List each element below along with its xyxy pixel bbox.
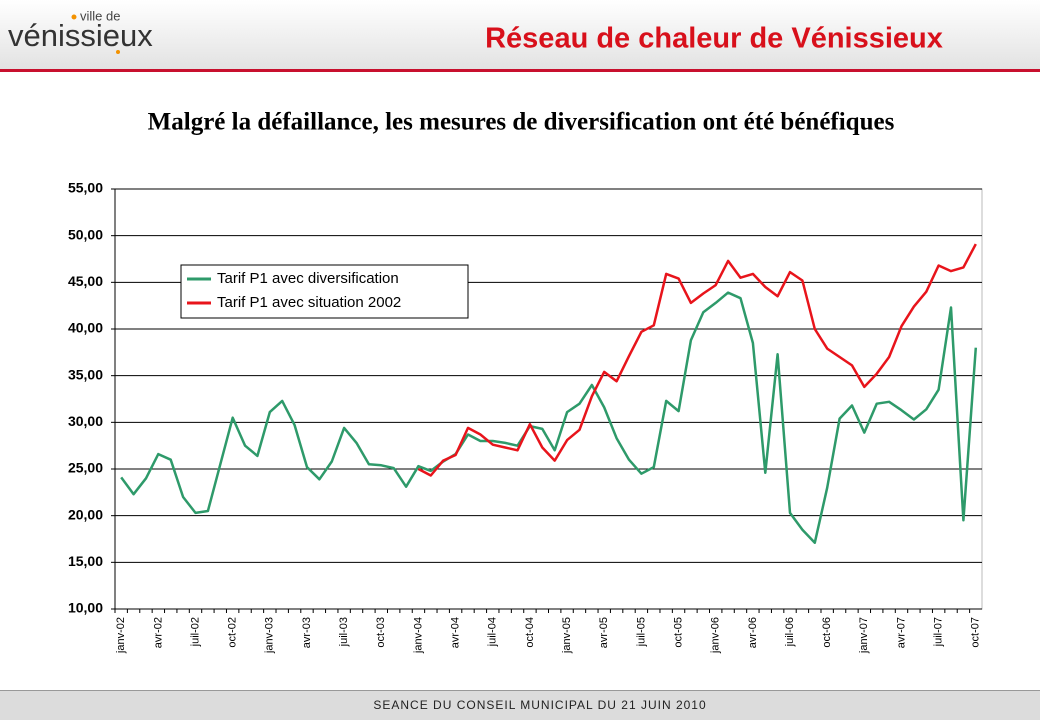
y-tick-label: 35,00: [68, 366, 103, 382]
x-tick-label: juil-06: [784, 617, 796, 647]
x-tick-label: avr-07: [895, 617, 907, 648]
x-tick-label: oct-05: [672, 617, 684, 648]
line-series: [417, 243, 977, 477]
footer: SEANCE DU CONSEIL MUNICIPAL DU 21 JUIN 2…: [373, 698, 706, 712]
x-tick-label: juil-03: [338, 617, 350, 647]
x-tick-label: avr-04: [450, 617, 462, 648]
y-tick-label: 40,00: [68, 320, 103, 336]
logo-small: ville de: [80, 8, 120, 23]
x-tick-label: janv-02: [115, 617, 127, 654]
x-tick-label: janv-07: [858, 617, 870, 654]
x-tick-label: oct-03: [375, 617, 387, 648]
x-tick-label: janv-04: [412, 617, 424, 654]
plot: 10,00 15,00 20,00 25,00 30,00 35,00 40,00 45,00…: [68, 180, 983, 654]
footer-band: [0, 690, 1040, 720]
logo-dot: [116, 50, 120, 54]
x-tick-label: juil-05: [635, 617, 647, 647]
x-tick-label: avr-05: [598, 617, 610, 648]
x-tick-label: juil-02: [189, 617, 201, 647]
x-tick-label: janv-03: [264, 617, 276, 654]
x-tick-label: oct-04: [524, 617, 536, 648]
x-tick-label: avr-06: [747, 617, 759, 648]
x-tick-label: avr-03: [301, 617, 313, 648]
x-tick-label: oct-07: [970, 617, 982, 648]
y-tick-label: 15,00: [68, 553, 103, 569]
logo: vénissieux: [8, 18, 153, 53]
logo-dot: [71, 14, 77, 20]
y-tick-label: 25,00: [68, 460, 103, 476]
legend-label: Tarif P1 avec diversification: [217, 270, 399, 287]
legend-box: [180, 264, 469, 319]
footer-rule: [0, 690, 1040, 691]
header-title: Réseau de chaleur de Vénissieux: [485, 23, 943, 55]
x-tick-label: juil-04: [487, 617, 499, 647]
x-tick-label: janv-06: [710, 617, 722, 654]
plot-area: [114, 188, 983, 610]
x-tick-label: avr-02: [152, 617, 164, 648]
x-tick-label: oct-02: [227, 617, 239, 648]
header-rule: [0, 69, 1040, 72]
y-tick-label: 10,00: [68, 600, 103, 616]
y-tick-label: 55,00: [68, 180, 103, 196]
x-tick-label: juil-07: [933, 617, 945, 647]
legend: Tarif P1 avec diversification Tarif P1 av…: [180, 264, 469, 319]
y-tick-label: 50,00: [68, 226, 103, 242]
y-tick-label: 30,00: [68, 413, 103, 429]
y-tick-label: 45,00: [68, 273, 103, 289]
legend-label: Tarif P1 avec situation 2002: [217, 294, 401, 311]
header-band: [0, 0, 1040, 70]
line-series: [120, 291, 978, 544]
x-tick-label: oct-06: [821, 617, 833, 648]
x-tick-label: janv-05: [561, 617, 573, 654]
y-tick-label: 20,00: [68, 506, 103, 522]
chart-title: Malgré la défaillance, les mesures de di…: [148, 109, 895, 136]
